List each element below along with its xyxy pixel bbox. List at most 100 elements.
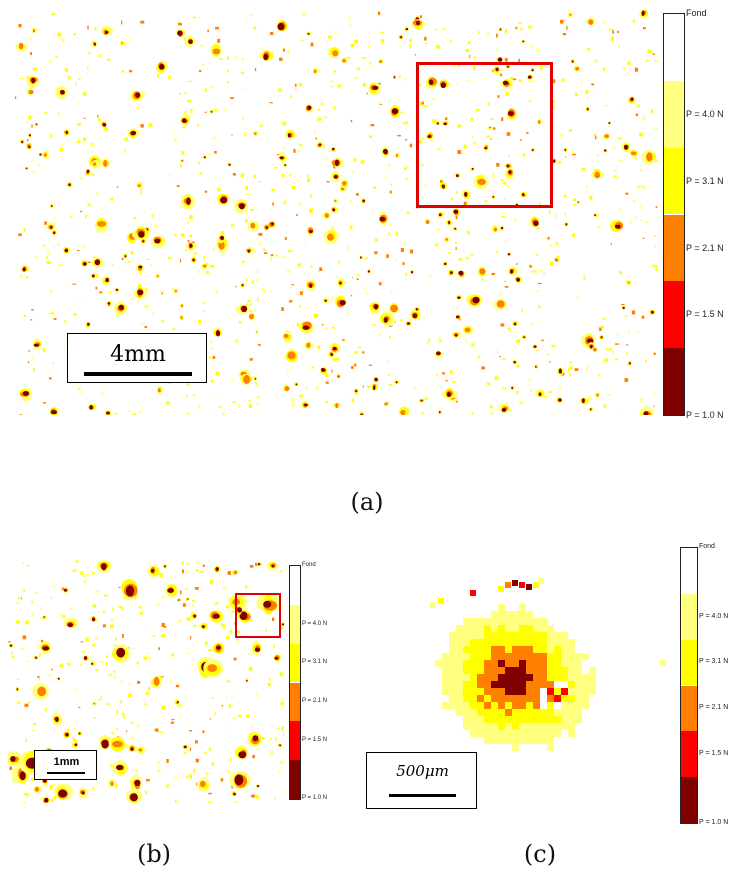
pressure-pixel <box>505 730 512 737</box>
contact-speck <box>257 344 261 346</box>
contact-speck <box>143 656 147 660</box>
contact-speck <box>632 19 635 23</box>
contact-spot <box>250 222 256 229</box>
contact-speck <box>203 301 206 305</box>
pressure-pixel <box>505 716 512 723</box>
contact-speck <box>296 323 300 327</box>
contact-spot <box>427 135 432 139</box>
contact-speck <box>169 174 171 177</box>
contact-speck <box>432 119 437 124</box>
pressure-pixel <box>519 625 526 632</box>
pressure-pixel <box>526 709 533 716</box>
contact-speck <box>354 39 358 44</box>
contact-speck <box>120 680 123 683</box>
pressure-pixel <box>505 674 512 681</box>
contact-speck <box>332 358 336 361</box>
pressure-pixel <box>484 737 491 744</box>
contact-speck <box>220 778 224 782</box>
contact-speck <box>516 391 519 395</box>
contact-speck <box>210 348 213 350</box>
contact-speck <box>221 184 223 186</box>
contact-spot <box>596 393 599 397</box>
pressure-pixel <box>526 646 533 653</box>
contact-speck <box>470 117 474 121</box>
contact-speck <box>27 138 29 142</box>
colorbar-label: P = 3.1 N <box>302 659 328 666</box>
contact-speck <box>238 403 240 408</box>
pressure-pixel <box>575 674 582 681</box>
contact-speck <box>604 358 609 362</box>
contact-speck <box>209 86 213 89</box>
contact-speck <box>195 561 200 564</box>
contact-speck <box>113 674 117 679</box>
contact-speck <box>504 280 506 282</box>
contact-speck <box>74 720 76 723</box>
contact-speck <box>536 227 540 230</box>
pressure-pixel <box>491 611 498 618</box>
contact-speck <box>23 589 26 593</box>
contact-spot <box>263 600 272 608</box>
pressure-pixel <box>484 702 491 709</box>
contact-spot <box>154 238 161 244</box>
contact-speck <box>167 257 172 260</box>
pressure-pixel <box>540 709 547 716</box>
contact-speck <box>434 28 437 31</box>
contact-spot <box>594 214 596 217</box>
colorbar-label: P = 1.0 N <box>686 409 724 420</box>
contact-speck <box>174 799 177 803</box>
contact-speck <box>28 38 31 41</box>
contact-speck <box>281 307 284 311</box>
contact-speck <box>533 270 538 273</box>
pressure-pixel <box>519 695 526 702</box>
contact-speck <box>273 644 275 649</box>
contact-spot <box>453 209 459 214</box>
contact-speck <box>279 760 284 765</box>
contact-speck <box>286 270 290 273</box>
contact-speck <box>111 618 113 622</box>
contact-speck <box>161 291 163 295</box>
contact-spot <box>511 386 514 390</box>
contact-spot <box>91 662 93 665</box>
contact-speck <box>39 652 41 657</box>
contact-speck <box>442 28 446 30</box>
pressure-pixel <box>547 702 554 709</box>
contact-speck <box>155 603 160 606</box>
contact-spot <box>458 270 464 276</box>
contact-speck <box>619 160 623 162</box>
contact-spot <box>575 67 579 71</box>
contact-speck <box>276 727 280 729</box>
contact-speck <box>374 238 378 242</box>
contact-speck <box>182 603 186 607</box>
contact-speck <box>163 626 167 628</box>
contact-speck <box>206 270 209 275</box>
contact-speck <box>226 696 228 701</box>
contact-speck <box>94 27 97 31</box>
pressure-pixel <box>538 578 544 584</box>
contact-spot <box>271 564 275 568</box>
pressure-pixel <box>505 611 512 618</box>
contact-spot <box>60 89 65 95</box>
contact-spot <box>590 344 593 349</box>
contact-speck <box>628 330 630 333</box>
contact-speck <box>642 27 646 30</box>
contact-spot <box>439 180 443 183</box>
contact-speck <box>484 200 488 203</box>
pressure-pixel <box>582 695 589 702</box>
contact-speck <box>40 608 43 610</box>
pressure-pixel <box>442 702 449 709</box>
pressure-pixel <box>568 667 575 674</box>
contact-speck <box>245 218 248 223</box>
contact-speck <box>148 656 152 661</box>
contact-spot <box>138 748 143 752</box>
contact-speck <box>72 283 77 285</box>
contact-speck <box>181 151 185 155</box>
pressure-pixel <box>463 667 470 674</box>
contact-speck <box>640 168 642 172</box>
contact-speck <box>388 388 391 391</box>
contact-speck <box>222 586 227 590</box>
contact-speck <box>202 564 205 567</box>
contact-speck <box>509 409 512 412</box>
contact-speck <box>351 171 354 175</box>
contact-speck <box>84 581 87 583</box>
contact-speck <box>203 255 205 260</box>
